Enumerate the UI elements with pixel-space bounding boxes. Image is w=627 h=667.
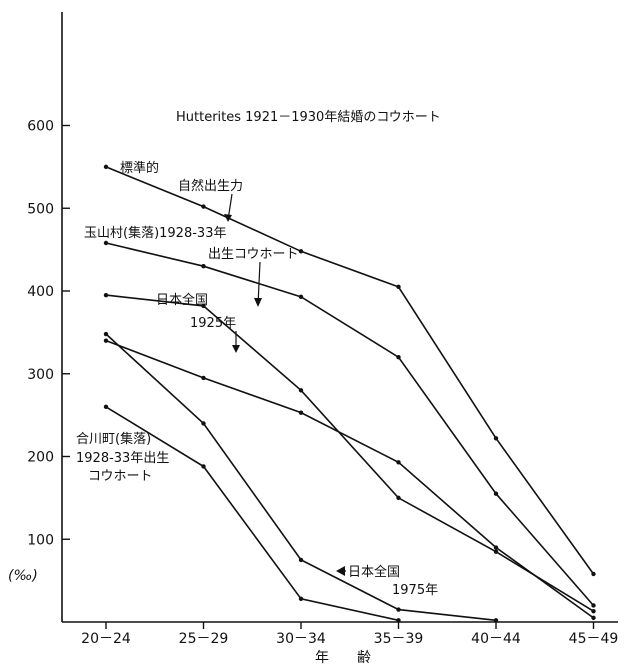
data-point	[591, 571, 596, 577]
data-point	[103, 404, 109, 410]
data-point	[396, 284, 401, 290]
annotation-japan1925-line1: 日本全国	[156, 292, 208, 308]
data-point	[103, 164, 109, 170]
annotation-standard-arrowhead	[224, 214, 232, 222]
data-point	[103, 292, 109, 298]
annotation-hutterites: Hutterites 1921－1930年結婚のコウホート	[176, 110, 441, 125]
y-axis-label: (‰)	[8, 568, 38, 584]
x-tick-label: 20－24	[81, 631, 131, 647]
data-point	[201, 464, 206, 469]
annotation-tamayama-arrowhead	[254, 298, 262, 307]
data-point	[103, 338, 109, 343]
series-line-5	[105, 406, 399, 622]
axes	[61, 12, 618, 623]
data-point	[201, 375, 206, 381]
x-tick-label: 30－34	[276, 631, 326, 647]
annotation-japan1975-arrowhead	[336, 566, 345, 576]
data-point	[103, 331, 109, 337]
annotation-japan1925-line2: 1925年	[190, 316, 236, 331]
y-ticks: 100 200 300 400 500 600	[27, 119, 70, 548]
y-tick-label: 600	[27, 119, 54, 135]
data-point	[493, 545, 499, 550]
annotation-aikawa-line3: コウホート	[88, 469, 152, 484]
data-point	[591, 603, 596, 608]
data-point	[396, 495, 401, 501]
annotation-standard-line2: 自然出生力	[178, 178, 243, 194]
y-tick-label: 400	[27, 284, 54, 300]
data-point	[298, 596, 304, 602]
data-point	[298, 249, 304, 254]
series-line-6	[105, 333, 497, 622]
data-point	[396, 460, 401, 465]
data-point	[493, 436, 499, 441]
data-point	[201, 204, 206, 209]
data-point	[103, 240, 109, 246]
series-line-2	[105, 242, 595, 607]
data-point	[591, 615, 596, 621]
series-line-1	[105, 166, 595, 575]
y-tick-label: 100	[27, 532, 54, 548]
series-group	[103, 164, 596, 623]
data-point	[201, 421, 206, 426]
data-point	[298, 410, 304, 415]
data-point	[396, 618, 401, 623]
data-point	[493, 618, 499, 623]
data-point	[591, 609, 596, 614]
annotation-aikawa-line2: 1928-33年出生	[76, 451, 169, 466]
y-tick-label: 200	[27, 450, 54, 466]
annotation-tamayama-line2: 出生コウホート	[208, 247, 298, 262]
annotation-japan1975-line2: 1975年	[392, 583, 438, 598]
x-tick-label: 25－29	[179, 631, 229, 647]
data-point	[396, 355, 401, 360]
y-tick-label: 300	[27, 367, 54, 383]
x-tick-label: 35－39	[374, 631, 424, 647]
x-axis-label: 年 齢	[315, 650, 371, 666]
y-tick-label: 500	[27, 201, 54, 217]
data-point	[298, 388, 304, 393]
annotation-aikawa-line1: 合川町(集落)	[76, 431, 151, 447]
data-point	[201, 303, 206, 309]
annotation-japan1925-arrowhead	[232, 345, 240, 353]
annotation-tamayama-line1: 玉山村(集落)1928-33年	[84, 225, 226, 241]
x-ticks: 20－24 25－29 30－34 35－39 40－44 45－49	[81, 622, 618, 647]
series-line-3	[105, 294, 594, 612]
data-point	[493, 491, 499, 496]
annotation-standard-line1: 標準的	[120, 160, 159, 176]
data-point	[201, 263, 206, 269]
x-tick-label: 45－49	[569, 631, 619, 647]
data-point	[298, 294, 304, 299]
data-point	[298, 557, 304, 563]
data-point	[493, 549, 499, 554]
data-point	[396, 607, 401, 612]
series-line-4	[105, 339, 594, 619]
annotation-japan1975-line1: 日本全国	[348, 564, 400, 580]
x-tick-label: 40－44	[471, 631, 521, 647]
annotation-tamayama-arrow	[257, 261, 261, 306]
